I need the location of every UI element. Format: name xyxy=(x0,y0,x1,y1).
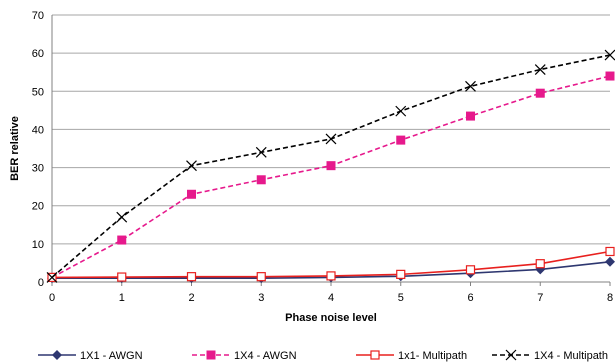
data-point xyxy=(46,271,58,283)
legend-item: 1X1 - AWGN xyxy=(38,350,143,362)
y-tick-label: 40 xyxy=(32,124,44,136)
x-tick-label: 8 xyxy=(607,292,613,304)
data-point xyxy=(396,269,406,279)
x-axis-title: Phase noise level xyxy=(285,312,377,324)
data-point xyxy=(256,175,266,185)
y-tick-label: 10 xyxy=(32,239,44,251)
legend-item: 1X4 - AWGN xyxy=(192,350,297,362)
grid xyxy=(52,14,610,245)
legend-marker xyxy=(206,350,216,360)
legend-marker xyxy=(370,350,380,360)
data-point xyxy=(186,272,197,282)
data-point xyxy=(255,146,267,158)
series-3 xyxy=(46,49,615,283)
data-point xyxy=(396,135,406,145)
y-tick-label: 30 xyxy=(32,163,44,175)
data-point xyxy=(605,71,615,81)
legend-item: 1x1- Multipath xyxy=(356,350,467,362)
data-point xyxy=(605,256,615,267)
data-point xyxy=(326,161,336,171)
legend-item: 1X4 - Multipath xyxy=(492,349,608,362)
x-tick-label: 7 xyxy=(537,292,543,304)
y-tick-label: 70 xyxy=(32,10,44,22)
x-tick-label: 3 xyxy=(258,292,264,304)
legend-label: 1x1- Multipath xyxy=(398,350,467,362)
x-axis: 0 1 2 3 4 5 6 7 8 xyxy=(49,282,613,304)
legend-marker xyxy=(505,349,517,361)
y-axis: 0 10 20 30 40 50 60 70 xyxy=(32,10,44,289)
data-point xyxy=(395,105,407,117)
data-point xyxy=(465,265,476,275)
data-point xyxy=(325,133,337,145)
legend-label: 1X4 - AWGN xyxy=(234,350,297,362)
data-point xyxy=(326,271,336,281)
data-point xyxy=(604,49,615,61)
series-1 xyxy=(47,71,615,282)
data-point xyxy=(465,80,476,92)
data-point xyxy=(117,272,127,282)
x-tick-label: 5 xyxy=(398,292,404,304)
data-point xyxy=(605,246,615,257)
x-tick-label: 0 xyxy=(49,292,55,304)
series-group xyxy=(46,49,615,284)
x-tick-label: 1 xyxy=(119,292,125,304)
legend-marker xyxy=(52,350,62,360)
data-point xyxy=(256,272,266,282)
data-point xyxy=(116,211,128,223)
y-axis-title: BER relative xyxy=(9,116,21,181)
x-tick-label: 6 xyxy=(467,292,473,304)
x-tick-label: 2 xyxy=(188,292,194,304)
y-tick-label: 20 xyxy=(32,201,44,213)
series-line xyxy=(51,75,611,279)
data-point xyxy=(117,235,127,245)
data-point xyxy=(186,160,197,172)
legend-label: 1X1 - AWGN xyxy=(80,350,143,362)
plot-area xyxy=(51,15,610,283)
x-tick-label: 4 xyxy=(328,292,334,304)
y-tick-label: 0 xyxy=(38,277,44,289)
data-point xyxy=(535,88,545,98)
series-2 xyxy=(47,246,615,283)
data-point xyxy=(466,111,475,121)
data-point xyxy=(534,64,546,75)
data-point xyxy=(187,189,196,199)
legend-label: 1X4 - Multipath xyxy=(534,350,608,362)
y-tick-label: 50 xyxy=(32,86,44,98)
legend: 1X1 - AWGN 1X4 - AWGN 1x1- Multipath 1X4 - … xyxy=(38,349,608,362)
y-tick-label: 60 xyxy=(32,48,44,60)
data-point xyxy=(535,259,545,269)
